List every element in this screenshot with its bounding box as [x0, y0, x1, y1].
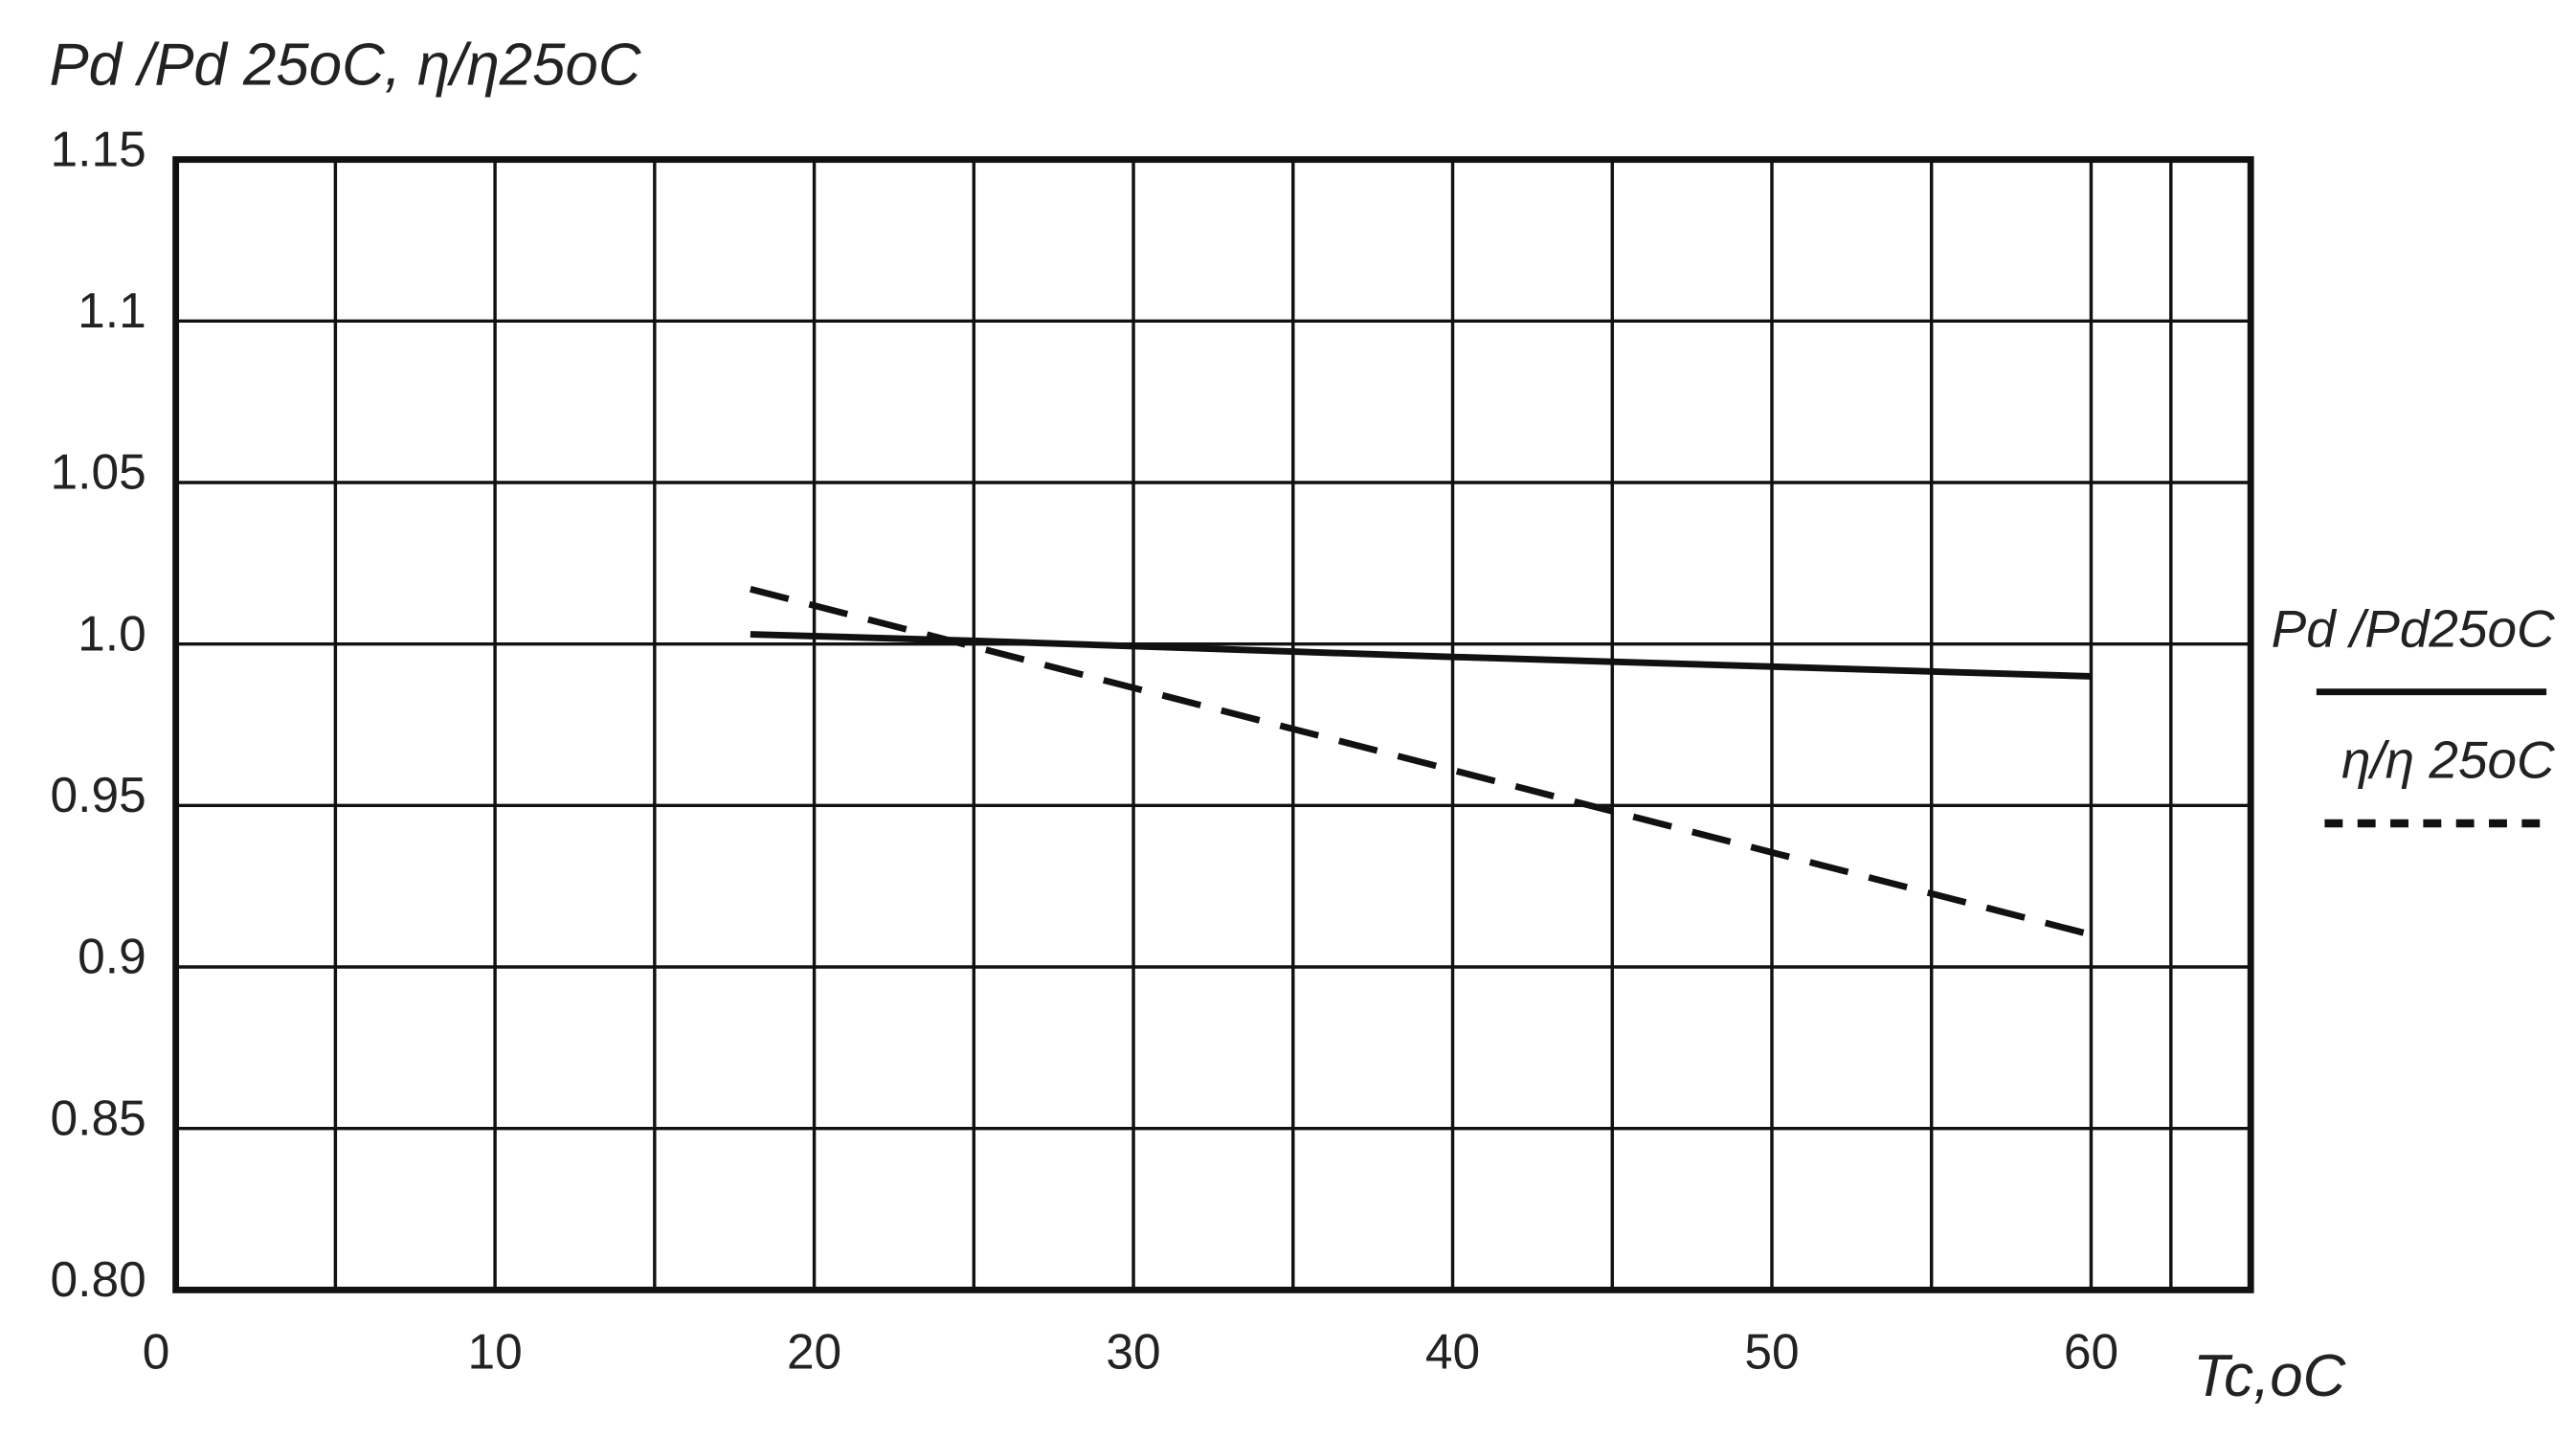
- legend-label: Pd /Pd25oC: [2272, 598, 2555, 658]
- x-tick-label: 0: [143, 1324, 170, 1380]
- series-line: [750, 585, 2093, 938]
- y-tick-label: 0.95: [51, 767, 146, 822]
- x-axis-label: Tc,oC: [2193, 1343, 2345, 1409]
- y-tick-label: 1.15: [51, 121, 146, 176]
- x-tick-label: 40: [1425, 1324, 1480, 1380]
- x-tick-label: 60: [2064, 1324, 2118, 1380]
- y-tick-label: 0.85: [51, 1090, 146, 1145]
- x-tick-label: 20: [787, 1324, 841, 1380]
- y-axis-label: Pd /Pd 25oC, η/η25oC: [49, 33, 640, 99]
- x-tick-label: 10: [467, 1324, 522, 1380]
- y-tick-label: 1.0: [78, 605, 146, 661]
- x-tick-label: 30: [1106, 1324, 1160, 1380]
- y-tick-label: 0.80: [51, 1251, 146, 1307]
- plot-frame: [172, 156, 2254, 1293]
- y-tick-label: 1.1: [78, 282, 146, 338]
- y-tick-label: 0.9: [78, 929, 146, 984]
- series-line: [750, 631, 2092, 680]
- y-tick-label: 1.05: [51, 444, 146, 500]
- x-tick-label: 50: [1744, 1324, 1799, 1380]
- legend-label: η/η 25oC: [2341, 730, 2555, 790]
